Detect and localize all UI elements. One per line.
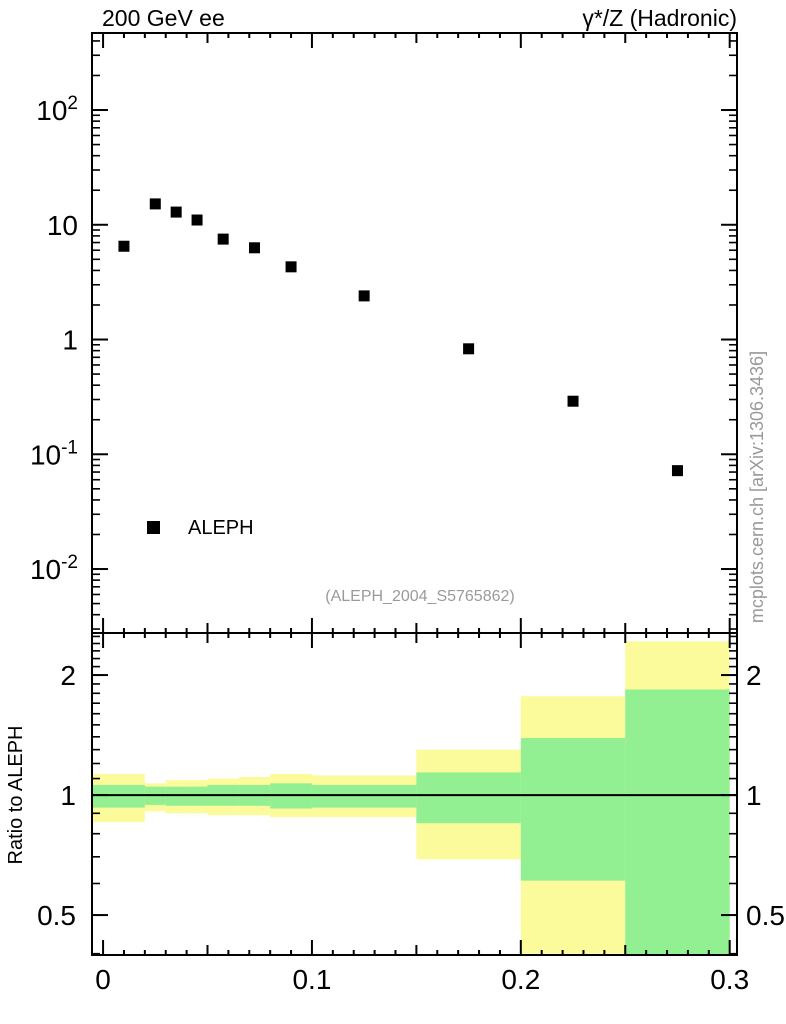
data-point-marker <box>118 240 130 252</box>
data-point-marker <box>358 290 370 302</box>
ratio-y-axis-label: Ratio to ALEPH <box>5 726 27 865</box>
x-axis-tick-label: 0 <box>95 964 111 995</box>
data-point-marker <box>170 206 182 218</box>
inner-uncertainty-band <box>92 784 145 808</box>
data-point-marker <box>249 242 261 254</box>
data-point-marker <box>671 465 683 477</box>
panel-title-left: 200 GeV ee <box>102 5 225 31</box>
legend-label: ALEPH <box>188 517 254 539</box>
panel-title-right: γ*/Z (Hadronic) <box>582 5 737 31</box>
ratio-y-tick-label: 1 <box>60 780 76 811</box>
y-axis-tick-label: 1 <box>62 325 78 356</box>
data-point-marker <box>463 343 475 355</box>
inner-uncertainty-band <box>625 689 730 955</box>
tick-labels-layer: 102 10 1 10-1 10-2 0.5 0.5 1 1 2 2 0 0.1 0.2 0.3 <box>30 93 785 995</box>
ratio-y-tick-label: 2 <box>60 660 76 691</box>
inner-uncertainty-band <box>186 786 208 806</box>
inner-uncertainty-band <box>520 738 626 881</box>
x-axis-tick-label: 0.1 <box>292 964 331 995</box>
data-point-marker <box>567 395 579 407</box>
y-axis-tick-label: 10-2 <box>30 552 78 585</box>
data-point-marker <box>285 261 297 273</box>
ratio-y-tick-label-right: 2 <box>746 660 762 691</box>
ratio-y-tick-label: 0.5 <box>37 900 76 931</box>
ratio-bands-layer <box>92 641 737 955</box>
y-axis-tick-label: 10-1 <box>30 437 78 470</box>
inner-uncertainty-band <box>416 772 521 824</box>
ratio-y-tick-label-right: 0.5 <box>746 900 785 931</box>
ratio-panel-frame <box>91 632 738 956</box>
analysis-watermark: (ALEPH_2004_S5765862) <box>325 588 514 605</box>
data-point-marker <box>217 233 229 245</box>
x-axis-tick-label: 0.3 <box>710 964 749 995</box>
data-points-layer <box>118 198 683 477</box>
legend-marker-square-icon <box>147 521 160 534</box>
inner-uncertainty-band <box>165 786 187 806</box>
data-point-marker <box>149 198 161 210</box>
y-axis-tick-label: 10 <box>47 210 78 241</box>
mcplots-side-note: mcplots.cern.ch [arXiv:1306.3436] <box>747 351 767 623</box>
data-point-marker <box>191 214 203 226</box>
y-axis-tick-label: 102 <box>36 93 78 126</box>
ratio-y-tick-label-right: 1 <box>746 780 762 811</box>
inner-uncertainty-band <box>311 784 417 808</box>
main-panel-frame <box>91 32 738 634</box>
x-axis-tick-label: 0.2 <box>501 964 540 995</box>
